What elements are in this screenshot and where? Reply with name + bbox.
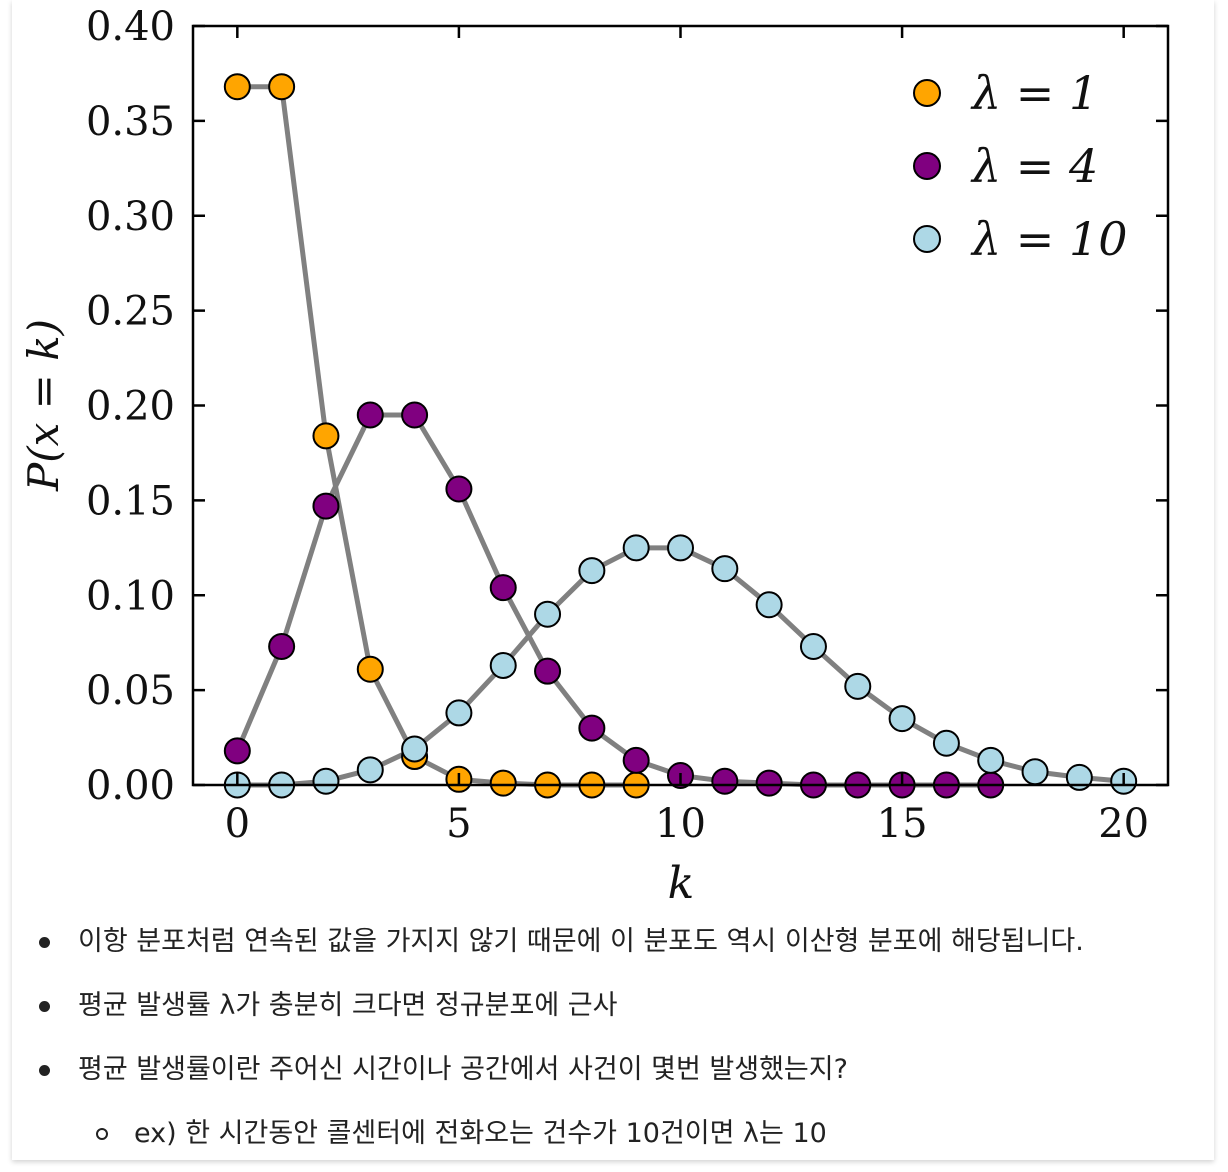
x-tick-label: 5 — [446, 801, 471, 847]
y-tick-label: 0.05 — [86, 668, 175, 714]
data-point-series-2 — [356, 756, 384, 784]
x-tick-label: 20 — [1098, 801, 1149, 847]
data-point-series-0 — [268, 73, 296, 101]
x-tick-label: 10 — [655, 801, 706, 847]
data-point-series-1 — [578, 714, 606, 742]
legend-marker — [913, 225, 941, 253]
data-point-series-1 — [489, 574, 517, 602]
data-point-series-1 — [622, 746, 650, 774]
legend: λ = 1 λ = 4 λ = 10 — [913, 66, 1127, 266]
data-point-series-2 — [799, 632, 827, 660]
data-point-series-1 — [401, 401, 429, 429]
data-point-series-2 — [888, 705, 916, 733]
y-tick-label: 0.10 — [86, 573, 175, 619]
list-item-text: 평균 발생률이란 주어신 시간이나 공간에서 사건이 몇번 발생했는지? — [78, 1054, 848, 1085]
legend-label: λ = 10 — [970, 212, 1127, 266]
data-point-series-2 — [932, 729, 960, 757]
data-point-series-0 — [489, 769, 517, 797]
legend-label: λ = 4 — [970, 139, 1098, 193]
y-tick-label: 0.20 — [86, 384, 175, 430]
data-point-series-1 — [755, 769, 783, 797]
x-axis-label: k — [668, 858, 695, 909]
data-point-series-2 — [667, 534, 694, 562]
data-point-series-2 — [312, 767, 340, 795]
data-point-series-2 — [534, 600, 562, 628]
x-tick-label: 0 — [225, 801, 250, 847]
list-item: 평균 발생률 λ가 충분히 크다면 정규분포에 근사 — [0, 980, 1228, 1044]
data-point-series-2 — [1065, 763, 1093, 791]
data-point-series-1 — [223, 737, 251, 765]
data-point-series-2 — [401, 735, 429, 763]
data-point-series-2 — [755, 591, 783, 619]
data-point-series-1 — [268, 632, 296, 660]
sub-list-item: ex) 한 시간동안 콜센터에 전화오는 건수가 10건이면 λ는 10 — [0, 1108, 1228, 1172]
y-tick-label: 0.15 — [86, 478, 175, 524]
y-tick-label: 0.40 — [86, 4, 175, 50]
y-tick-label: 0.35 — [86, 99, 175, 145]
list-item: 평균 발생률이란 주어신 시간이나 공간에서 사건이 몇번 발생했는지? — [0, 1044, 1228, 1108]
data-point-series-2 — [711, 555, 739, 583]
legend-label: λ = 1 — [970, 66, 1098, 120]
data-point-series-0 — [312, 422, 340, 450]
series-line-1 — [234, 412, 994, 788]
data-point-series-1 — [356, 401, 384, 429]
data-point-series-2 — [622, 534, 650, 562]
data-point-series-1 — [534, 657, 562, 685]
list-item-text: 평균 발생률 λ가 충분히 크다면 정규분포에 근사 — [78, 990, 618, 1021]
series-layer — [223, 73, 1138, 799]
data-point-series-0 — [223, 73, 251, 101]
list-item-text: 이항 분포처럼 연속된 값을 가지지 않기 때문에 이 분포도 역시 이산형 분… — [78, 926, 1084, 957]
legend-marker — [913, 152, 941, 180]
data-point-series-2 — [977, 746, 1005, 774]
y-tick-label: 0.30 — [86, 194, 175, 240]
legend-marker — [913, 79, 941, 107]
data-point-series-2 — [445, 699, 473, 727]
poisson-pmf-chart: 0 5 10 15 20 0.00 0.05 0.10 0.15 0.20 0.25 0.30 0.35… — [19, 4, 1170, 909]
data-point-series-0 — [356, 655, 384, 683]
content-card — [12, 0, 1214, 1160]
data-point-series-1 — [711, 767, 739, 795]
y-axis-label: P(x = k) — [19, 319, 68, 492]
sub-list-item-text: ex) 한 시간동안 콜센터에 전화오는 건수가 10건이면 λ는 10 — [134, 1118, 827, 1149]
y-tick-label: 0.00 — [86, 763, 175, 809]
y-tick-label: 0.25 — [86, 289, 175, 335]
data-point-series-2 — [489, 651, 517, 679]
series-line-0 — [234, 84, 639, 788]
notes-list: 이항 분포처럼 연속된 값을 가지지 않기 때문에 이 분포도 역시 이산형 분… — [0, 916, 1228, 1172]
data-point-series-1 — [312, 492, 340, 520]
x-tick-label: 15 — [877, 801, 928, 847]
data-point-series-2 — [578, 557, 606, 585]
data-point-series-2 — [844, 672, 872, 700]
list-item: 이항 분포처럼 연속된 값을 가지지 않기 때문에 이 분포도 역시 이산형 분… — [0, 916, 1228, 980]
data-point-series-1 — [445, 475, 473, 503]
data-point-series-2 — [1021, 758, 1049, 786]
ticks-layer: 0 5 10 15 20 0.00 0.05 0.10 0.15 0.20 0.25 0.30 0.35… — [86, 4, 1168, 847]
